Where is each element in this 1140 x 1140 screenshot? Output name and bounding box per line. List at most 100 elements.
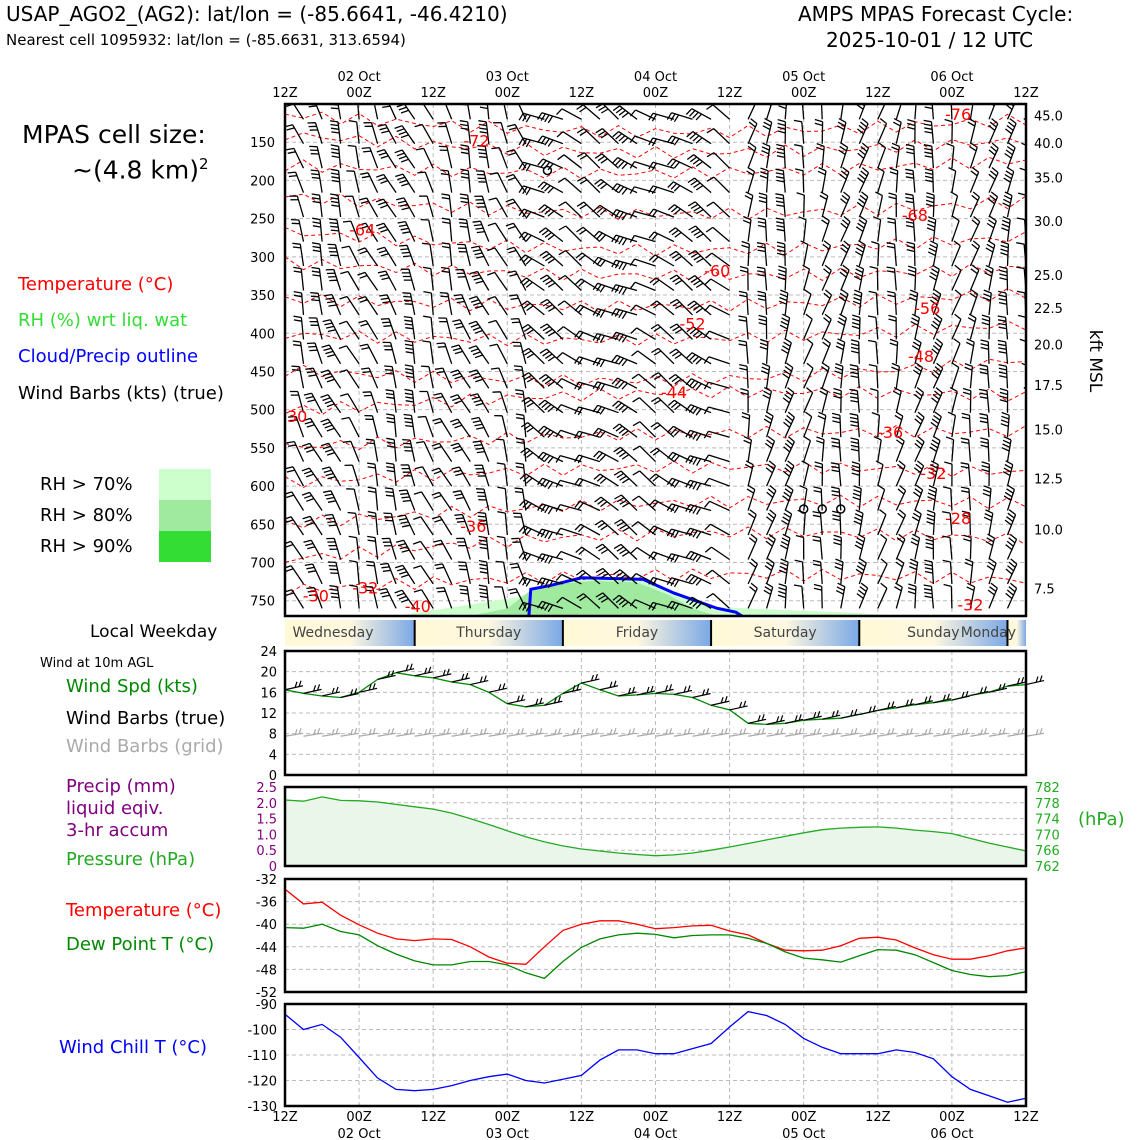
wind-barb [743,436,753,462]
wind-barb [538,227,564,243]
wind-barb [507,270,527,291]
wind-barb [854,533,866,560]
grid-wind-barb [507,728,526,737]
wind-barb [793,584,805,609]
wind-barb [509,294,527,316]
wind-barb [951,289,962,316]
wind-barb [357,222,379,242]
wind-barb [999,387,1009,413]
height-tick-label: 20.0 [1034,339,1063,354]
bottom-time-tick-label: 12Z [717,1110,743,1125]
wind-barb [574,454,601,464]
grid-wind-barb [340,728,359,737]
wind-barb [945,436,955,462]
wind-barb [821,289,833,316]
wind-barb [489,343,508,365]
wind-barb [487,222,508,242]
wind-barb [395,564,416,585]
wind-barb [1016,217,1026,242]
cycle-date: 2025-10-01 / 12 UTC [826,28,1034,52]
grid-wind-barb [544,728,563,737]
wind-barb [930,411,942,438]
weekday-band-segment [1007,620,1026,646]
isotherm-line [285,226,1026,257]
wind-barb [365,438,379,462]
wind-barb [685,404,712,416]
wind-barb [612,105,638,120]
wind-barb [574,278,601,292]
wind-barb [441,217,453,242]
grid-wind-barb [673,728,693,737]
surface-wind-barb [803,711,822,721]
wind-barb [576,201,601,218]
wind-barb [821,338,832,365]
wind-barb [967,313,977,340]
wind-barb [537,528,564,540]
wind-barb [511,537,527,560]
wind-barb [966,338,975,364]
wind-barb [491,147,508,169]
top-time-tick-label: 00Z [346,86,372,101]
wind-barb [459,193,471,218]
wind-barb [326,537,342,560]
wind-barb [964,362,974,389]
wind-barb [765,104,773,120]
wind-barb [594,496,619,512]
wind-barb [632,421,656,438]
wind-barb [519,277,545,292]
wind-barb [576,593,601,609]
wind-barb [613,569,638,585]
wind-barb [685,550,712,563]
wind-barb [648,525,675,536]
wind-barb [327,243,342,267]
wind-barb [962,387,972,413]
wind-barb [510,104,527,120]
wind-barb [377,270,397,291]
wind-barb [472,220,490,242]
wind-chill-ytick-label: -120 [247,1075,277,1090]
wind-barb [342,440,360,462]
wind-barb [496,462,508,487]
wind-barb [520,422,545,438]
weekday-name: Thursday [455,625,521,641]
bottom-date-label: 02 Oct [338,1127,381,1140]
wind-barb [357,295,379,316]
wind-barb [288,415,305,438]
wind-barb [868,363,879,389]
wind-barb [704,278,730,292]
wind-barb [685,573,712,586]
surface-wind-barb [507,694,526,705]
wind-barb [838,289,849,316]
grid-wind-barb [377,728,396,737]
wind-barb [468,369,490,389]
wind-barb [433,539,453,560]
wind-barb [831,412,842,438]
wind-barb [537,477,564,490]
wind-barb [556,352,582,365]
wind-barb [385,389,397,413]
wind-barb [667,181,693,194]
wind-barb [454,513,471,536]
wind-barb [951,240,961,267]
wind-barb [782,484,794,511]
surface-wind-barb [414,666,433,677]
wind-barb [394,589,416,609]
wind-barb [871,411,881,438]
wind-barb [320,418,342,438]
wind-barb [592,404,619,415]
wind-barb [648,499,675,512]
pressure-ytick-label: 1.5 [256,813,277,828]
wind-barb [1003,166,1015,193]
wind-barb [871,240,880,267]
wind-barb [441,193,453,218]
wind-barb [423,315,434,340]
isotherm-line [285,460,1026,488]
wind-barb [766,485,777,511]
wind-barb [981,314,991,340]
wind-barb [432,515,453,536]
wind-barb [980,437,990,462]
wind-barb [873,436,882,462]
wind-barb [950,191,959,218]
wind-barb [892,118,902,144]
wind-barb [747,558,758,585]
